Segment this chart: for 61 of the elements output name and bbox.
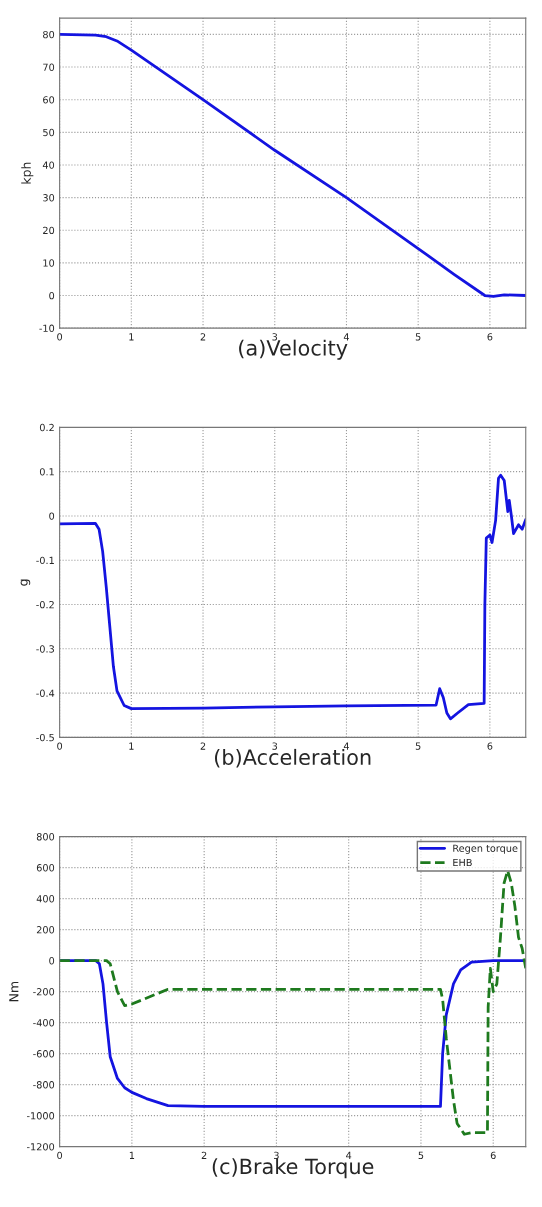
- text: (c)Brake Torque: [212, 1158, 374, 1179]
- x-tick-label: 4: [343, 333, 350, 341]
- x-tick-label: 0: [57, 333, 63, 341]
- y-tick-label: -200: [33, 988, 55, 996]
- y-tick-label: -600: [33, 1050, 55, 1058]
- y-tick-label: 0.1: [39, 468, 54, 476]
- y-axis-title: kph: [21, 162, 34, 184]
- text: (b)Acceleration: [215, 748, 371, 768]
- y-tick-label: 10: [43, 259, 55, 267]
- y-tick-label: 0: [49, 512, 55, 520]
- x-tick-label: 6: [487, 742, 493, 750]
- y-tick-label: 60: [43, 96, 55, 104]
- y-tick-label: 30: [43, 194, 55, 202]
- text: (a)Velocity: [239, 339, 348, 360]
- y-tick-label: -0.5: [36, 733, 54, 742]
- x-tick-label: 2: [200, 333, 206, 341]
- y-tick-label: 80: [43, 30, 55, 39]
- line-series: [59, 473, 526, 721]
- y-tick-label: -0.1: [36, 556, 54, 565]
- y-axis-title: g: [20, 579, 31, 586]
- y-tick-label: -1000: [26, 1112, 55, 1120]
- x-tick-label: 5: [418, 1151, 424, 1160]
- x-tick-label: 4: [346, 1151, 352, 1159]
- x-tick-label: 1: [129, 1151, 135, 1159]
- y-tick-label: 70: [43, 63, 55, 71]
- legend-label: EHB: [453, 858, 472, 867]
- x-tick-label: 3: [272, 333, 278, 341]
- y-tick-label: 600: [36, 864, 55, 872]
- y-tick-label: 0: [49, 291, 55, 300]
- x-tick-label: 0: [57, 742, 63, 750]
- y-tick-label: -0.2: [36, 601, 54, 609]
- x-tick-label: 5: [415, 333, 421, 341]
- x-tick-label: 2: [200, 742, 206, 750]
- x-tick-label: 6: [490, 1151, 496, 1160]
- x-tick-label: 5: [415, 742, 421, 750]
- x-tick-label: 0: [57, 1151, 63, 1160]
- y-tick-label: 800: [36, 833, 55, 841]
- x-tick-label: 4: [343, 742, 350, 750]
- y-tick-label: 0: [49, 957, 55, 965]
- x-tick-label: 3: [274, 1151, 279, 1160]
- y-tick-label: 0.2: [39, 423, 54, 432]
- x-tick-label: 1: [129, 742, 134, 750]
- legend-label: Regen torque: [453, 844, 518, 854]
- line-series: [59, 869, 526, 1136]
- y-tick-label: 200: [36, 926, 55, 934]
- x-tick-label: 2: [201, 1151, 207, 1159]
- y-tick-label: -0.4: [36, 689, 55, 697]
- y-tick-label: 20: [43, 226, 55, 235]
- y-tick-label: 40: [42, 161, 55, 169]
- line-series: [59, 33, 526, 298]
- y-tick-label: 50: [43, 128, 55, 137]
- y-tick-label: 400: [36, 895, 55, 903]
- x-tick-label: 1: [129, 333, 134, 341]
- x-tick-label: 6: [487, 333, 493, 341]
- y-tick-label: -10: [39, 324, 55, 332]
- y-axis-title: Nm: [9, 981, 19, 1002]
- y-tick-label: -800: [33, 1081, 55, 1089]
- x-tick-label: 3: [272, 742, 278, 750]
- y-tick-label: -1200: [26, 1143, 55, 1151]
- y-tick-label: -0.3: [36, 645, 54, 653]
- y-tick-label: -400: [33, 1019, 55, 1027]
